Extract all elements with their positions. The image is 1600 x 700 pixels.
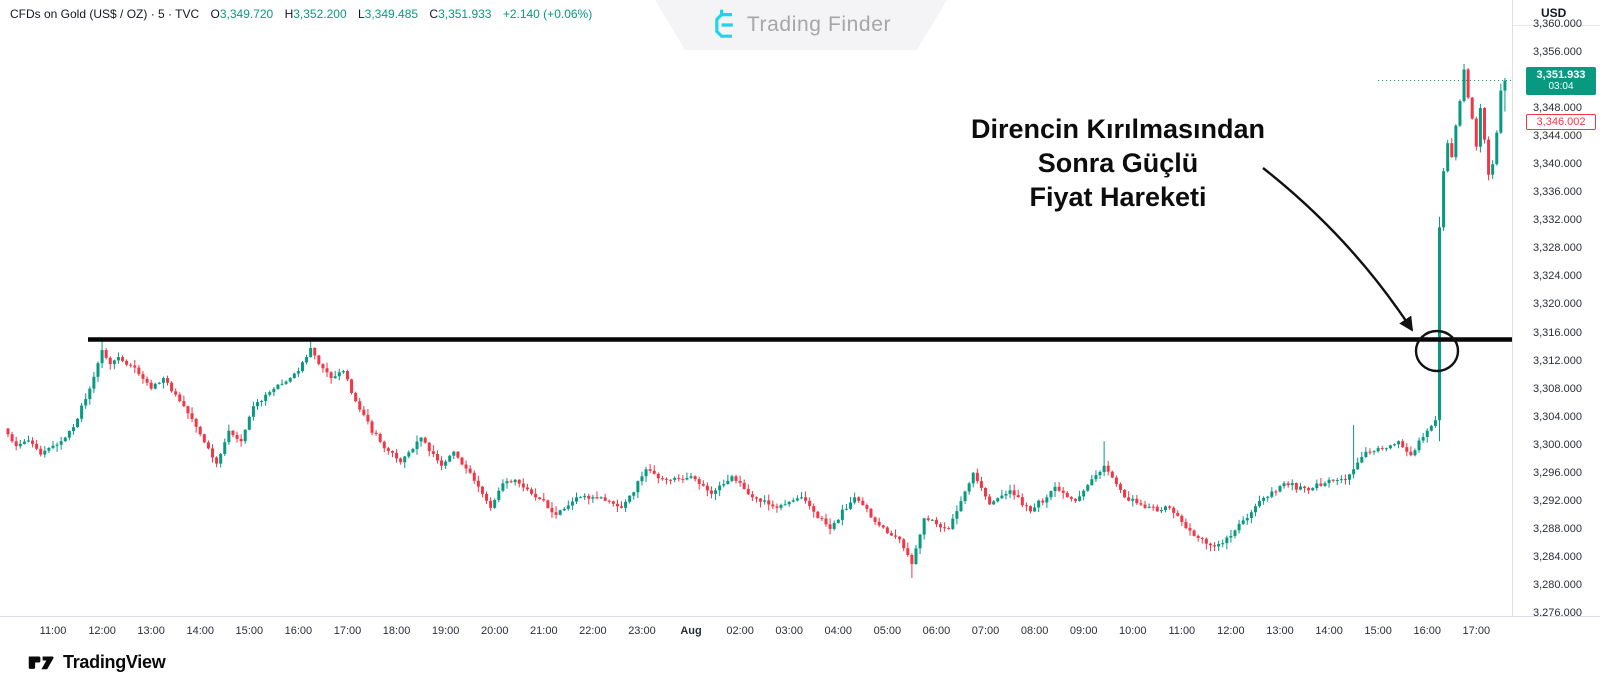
price-tick: 3,328.000 bbox=[1533, 242, 1582, 255]
time-tick: 16:00 bbox=[284, 625, 313, 637]
symbol-legend[interactable]: CFDs on Gold (US$ / OZ) · 5 · TVC O3,349… bbox=[10, 7, 592, 21]
price-chart[interactable] bbox=[0, 0, 1512, 616]
price-tick: 3,340.000 bbox=[1533, 158, 1582, 171]
current-price-label: 3,351.933 03:04 bbox=[1526, 66, 1596, 95]
trading-finder-watermark: Trading Finder bbox=[655, 0, 947, 50]
time-tick: 11:00 bbox=[1168, 625, 1196, 637]
time-tick: 19:00 bbox=[431, 625, 460, 637]
time-tick: 18:00 bbox=[382, 625, 411, 637]
price-tick: 3,280.000 bbox=[1533, 578, 1582, 591]
price-tick: 3,316.000 bbox=[1533, 326, 1582, 339]
tradingview-logo-icon bbox=[28, 656, 54, 670]
low-label: L bbox=[357, 7, 365, 21]
currency-label: USD bbox=[1541, 5, 1567, 20]
annotation-line-1: Direncin Kırılmasından bbox=[970, 114, 1266, 144]
time-tick: 14:00 bbox=[186, 625, 214, 637]
price-tick: 3,312.000 bbox=[1533, 354, 1582, 367]
price-tick: 3,300.000 bbox=[1533, 438, 1582, 451]
price-tick: 3,360.000 bbox=[1533, 17, 1582, 30]
time-tick: 22:00 bbox=[579, 625, 607, 637]
annotation-arrow bbox=[1262, 167, 1414, 332]
open-value: 3,349.720 bbox=[219, 7, 274, 21]
time-tick: 12:00 bbox=[88, 625, 116, 637]
time-tick: 23:00 bbox=[628, 625, 656, 637]
annotation-line-2: Sonra Güçlü bbox=[1037, 148, 1199, 178]
price-tick: 3,320.000 bbox=[1533, 298, 1582, 311]
tradingview-logo[interactable]: TradingView bbox=[28, 652, 166, 673]
open-label: O bbox=[210, 7, 220, 21]
change-value: +2.140 (+0.06%) bbox=[502, 7, 593, 21]
time-tick: 14:00 bbox=[1315, 625, 1343, 637]
price-tick: 3,348.000 bbox=[1533, 102, 1582, 115]
low-value: 3,349.485 bbox=[364, 7, 419, 21]
price-tick: 3,296.000 bbox=[1533, 466, 1582, 479]
time-tick: 11:00 bbox=[39, 625, 67, 637]
price-tick: 3,288.000 bbox=[1533, 522, 1582, 535]
time-tick: 20:00 bbox=[480, 625, 509, 637]
time-tick: 08:00 bbox=[1020, 625, 1049, 637]
time-tick: 05:00 bbox=[873, 625, 902, 637]
time-tick: 10:00 bbox=[1118, 625, 1147, 637]
time-tick: 04:00 bbox=[824, 625, 853, 637]
price-axis[interactable]: USD 3,351.933 03:04 3,346.002 3,360.000 3… bbox=[1512, 0, 1600, 619]
time-tick: 03:00 bbox=[775, 625, 803, 637]
secondary-price-label: 3,346.002 bbox=[1526, 114, 1596, 131]
time-tick: 13:00 bbox=[137, 625, 165, 637]
candles bbox=[6, 63, 1507, 578]
close-label: C bbox=[429, 7, 439, 21]
current-price-value: 3,351.933 bbox=[1536, 68, 1586, 81]
time-tick: 17:00 bbox=[333, 625, 362, 637]
annotation-text: Direncin Kırılmasından Sonra Güçlü Fiyat… bbox=[940, 112, 1296, 214]
breakout-circle-marker bbox=[1414, 329, 1460, 373]
time-tick: 09:00 bbox=[1069, 625, 1098, 637]
currency-header: USD bbox=[1513, 0, 1600, 26]
watermark-brand-text: Trading Finder bbox=[746, 13, 892, 36]
time-tick: Aug bbox=[680, 625, 702, 637]
tradingview-logo-text: TradingView bbox=[63, 652, 166, 672]
annotation-line-3: Fiyat Hareketi bbox=[1029, 182, 1207, 212]
time-tick: 07:00 bbox=[971, 625, 1000, 637]
time-axis[interactable]: 11:00 12:00 13:00 14:00 15:00 16:00 17:00 18:00… bbox=[0, 616, 1600, 646]
price-tick: 3,344.000 bbox=[1533, 130, 1582, 143]
price-tick: 3,304.000 bbox=[1533, 410, 1582, 423]
time-tick: 15:00 bbox=[1364, 625, 1392, 637]
high-value: 3,352.200 bbox=[293, 7, 347, 21]
high-label: H bbox=[284, 7, 294, 21]
price-tick: 3,308.000 bbox=[1533, 382, 1582, 395]
time-tick: 15:00 bbox=[235, 625, 264, 637]
price-tick: 3,356.000 bbox=[1533, 46, 1582, 58]
price-tick: 3,336.000 bbox=[1533, 186, 1582, 199]
time-tick: 17:00 bbox=[1462, 625, 1491, 637]
close-value: 3,351.933 bbox=[438, 7, 492, 21]
trading-finder-logo-icon bbox=[711, 9, 737, 41]
time-tick: 02:00 bbox=[726, 625, 754, 637]
bar-countdown: 03:04 bbox=[1548, 80, 1574, 92]
price-tick: 3,324.000 bbox=[1533, 270, 1582, 283]
time-tick: 12:00 bbox=[1217, 625, 1245, 637]
time-tick: 16:00 bbox=[1413, 625, 1441, 637]
symbol-title: CFDs on Gold (US$ / OZ) · 5 · TVC bbox=[10, 7, 200, 21]
price-tick: 3,284.000 bbox=[1533, 550, 1582, 563]
time-tick: 06:00 bbox=[922, 625, 951, 637]
price-tick: 3,332.000 bbox=[1533, 214, 1582, 227]
time-tick: 13:00 bbox=[1266, 625, 1294, 637]
time-tick: 21:00 bbox=[530, 625, 558, 637]
price-tick: 3,292.000 bbox=[1533, 494, 1582, 507]
